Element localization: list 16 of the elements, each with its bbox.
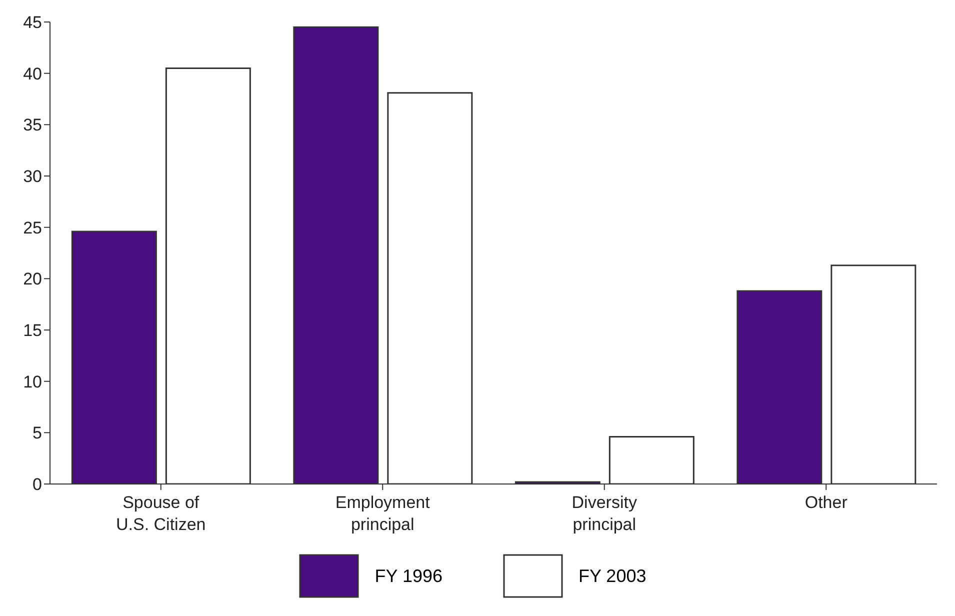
x-tick-label: Other: [804, 493, 848, 512]
x-tick-label: Spouse of U.S. Citizen: [116, 493, 206, 534]
y-tick-label: 25: [23, 218, 42, 238]
y-tick-label: 45: [23, 13, 42, 32]
y-tick-label: 30: [23, 167, 42, 186]
y-tick-label: 5: [32, 424, 42, 443]
y-tick-label: 35: [23, 116, 42, 135]
legend-label: FY 2003: [578, 566, 646, 586]
y-tick-label: 15: [23, 321, 42, 340]
y-tick-label: 20: [23, 270, 42, 289]
x-tick-label: Diversity principal: [572, 493, 638, 534]
y-tick-label: 10: [23, 372, 42, 392]
y-tick-label: 40: [23, 64, 42, 84]
x-tick-label: Employment principal: [335, 493, 430, 534]
y-tick-label: 0: [32, 475, 42, 494]
legend-label: FY 1996: [374, 566, 442, 586]
